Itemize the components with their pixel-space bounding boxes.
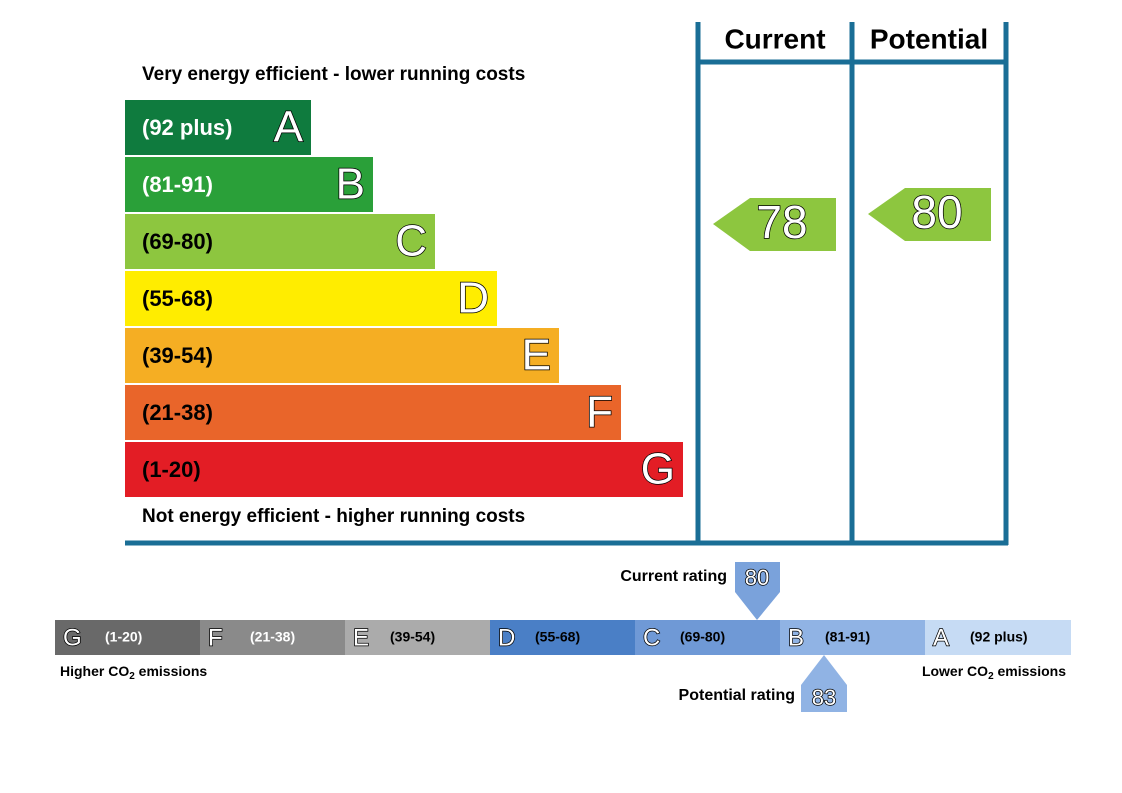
band bbox=[125, 271, 497, 326]
current-rating-value: 80 bbox=[745, 565, 769, 590]
band-letter: F bbox=[586, 388, 613, 437]
subscript: 2 bbox=[988, 671, 994, 682]
band-letter: D bbox=[457, 274, 489, 323]
band bbox=[490, 620, 636, 655]
band-range: (81-91) bbox=[142, 172, 213, 197]
text: Lower CO bbox=[922, 663, 988, 679]
header-potential: Potential bbox=[870, 23, 988, 54]
band-letter: B bbox=[336, 160, 365, 209]
potential-rating-value: 83 bbox=[812, 685, 836, 710]
band-range: (1-20) bbox=[105, 629, 142, 645]
frame bbox=[125, 22, 1009, 546]
band-letter: G bbox=[641, 445, 675, 494]
current-arrow bbox=[713, 198, 836, 251]
band-range: (1-20) bbox=[142, 457, 201, 482]
band bbox=[125, 157, 373, 212]
current-rating-label: Current rating bbox=[620, 568, 727, 585]
band bbox=[125, 214, 435, 269]
band bbox=[125, 385, 621, 440]
band-letter: C bbox=[643, 624, 660, 651]
band-range: (55-68) bbox=[535, 629, 580, 645]
band bbox=[125, 100, 311, 155]
text: emissions bbox=[994, 663, 1067, 679]
band-range: (39-54) bbox=[142, 343, 213, 368]
band bbox=[345, 620, 491, 655]
band-letter: D bbox=[498, 624, 515, 651]
band bbox=[200, 620, 346, 655]
band bbox=[125, 442, 683, 497]
band-range: (39-54) bbox=[390, 629, 435, 645]
band bbox=[125, 328, 559, 383]
band-range: (69-80) bbox=[680, 629, 725, 645]
band bbox=[635, 620, 781, 655]
band-letter: G bbox=[63, 624, 82, 651]
potential-pointer bbox=[801, 655, 847, 712]
current-value: 78 bbox=[756, 196, 807, 248]
band-letter: E bbox=[522, 331, 551, 380]
potential-arrow bbox=[868, 188, 991, 241]
band bbox=[780, 620, 926, 655]
current-pointer bbox=[735, 562, 780, 620]
band-range: (55-68) bbox=[142, 286, 213, 311]
text: emissions bbox=[135, 663, 208, 679]
band-range: (92 plus) bbox=[142, 115, 232, 140]
right-label: Lower CO2 emissions bbox=[922, 663, 1066, 682]
band-letter: C bbox=[395, 217, 427, 266]
potential-value: 80 bbox=[911, 186, 962, 238]
header-current: Current bbox=[724, 23, 825, 54]
band-range: (81-91) bbox=[825, 629, 870, 645]
top-text: Very energy efficient - lower running co… bbox=[142, 64, 525, 85]
efficiency-bands: (92 plus) A (81-91) B (69-80) C (55-68) D (39-54… bbox=[125, 100, 683, 497]
band-range: (69-80) bbox=[142, 229, 213, 254]
band-letter: A bbox=[933, 624, 949, 651]
text: Higher CO bbox=[60, 663, 129, 679]
emissions-bands: G (1-20) F (21-38) E (39-54) D (55-68) C (69-80) B… bbox=[55, 620, 1071, 655]
band-letter: E bbox=[353, 624, 369, 651]
subscript: 2 bbox=[129, 671, 135, 682]
band-letter: A bbox=[274, 103, 304, 152]
left-label: Higher CO2 emissions bbox=[60, 663, 207, 682]
band-letter: B bbox=[788, 624, 804, 651]
band bbox=[55, 620, 201, 655]
band-range: (92 plus) bbox=[970, 629, 1028, 645]
potential-rating-label: Potential rating bbox=[679, 687, 795, 704]
bottom-text: Not energy efficient - higher running co… bbox=[142, 506, 525, 527]
band-range: (21-38) bbox=[142, 400, 213, 425]
band-letter: F bbox=[208, 624, 223, 651]
band bbox=[925, 620, 1071, 655]
band-range: (21-38) bbox=[250, 629, 295, 645]
